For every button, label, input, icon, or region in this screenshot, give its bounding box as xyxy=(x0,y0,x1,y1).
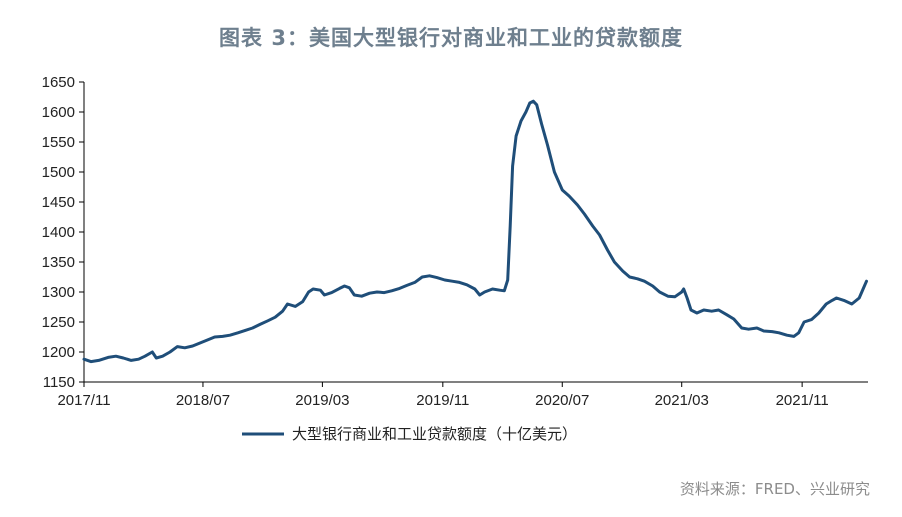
y-tick-label: 1250 xyxy=(42,314,75,331)
x-axis: 2017/11 2018/07 2019/03 2019/11 2020/07 2021/… xyxy=(57,381,868,409)
x-tick-label: 2017/11 xyxy=(57,392,110,409)
series-line xyxy=(82,99,868,364)
plot-area xyxy=(82,99,868,364)
y-tick-label: 1450 xyxy=(42,194,75,211)
legend: 大型银行商业和工业贷款额度（十亿美元） xyxy=(242,425,577,443)
chart-title: 图表 3：美国大型银行对商业和工业的贷款额度 xyxy=(219,26,683,50)
y-tick-label: 1600 xyxy=(42,104,75,121)
y-tick-label: 1200 xyxy=(42,344,75,361)
y-tick-label: 1300 xyxy=(42,284,75,301)
y-tick-label: 1150 xyxy=(43,374,75,391)
y-axis: 1150 1200 1250 1300 1350 1400 1450 1500 1550 1600… xyxy=(42,74,85,391)
source-note: 资料来源：FRED、兴业研究 xyxy=(679,480,870,498)
x-tick-label: 2020/07 xyxy=(535,392,589,409)
y-tick-label: 1400 xyxy=(42,224,75,241)
y-tick-label: 1500 xyxy=(42,164,75,181)
legend-label: 大型银行商业和工业贷款额度（十亿美元） xyxy=(292,425,577,443)
y-tick-label: 1550 xyxy=(42,134,75,151)
y-tick-label: 1650 xyxy=(42,74,75,91)
y-tick-label: 1350 xyxy=(42,254,75,271)
x-tick-label: 2019/03 xyxy=(295,392,349,409)
x-tick-label: 2021/11 xyxy=(776,392,829,409)
x-tick-label: 2021/03 xyxy=(655,392,709,409)
x-tick-label: 2018/07 xyxy=(176,392,230,409)
x-tick-label: 2019/11 xyxy=(416,392,469,409)
